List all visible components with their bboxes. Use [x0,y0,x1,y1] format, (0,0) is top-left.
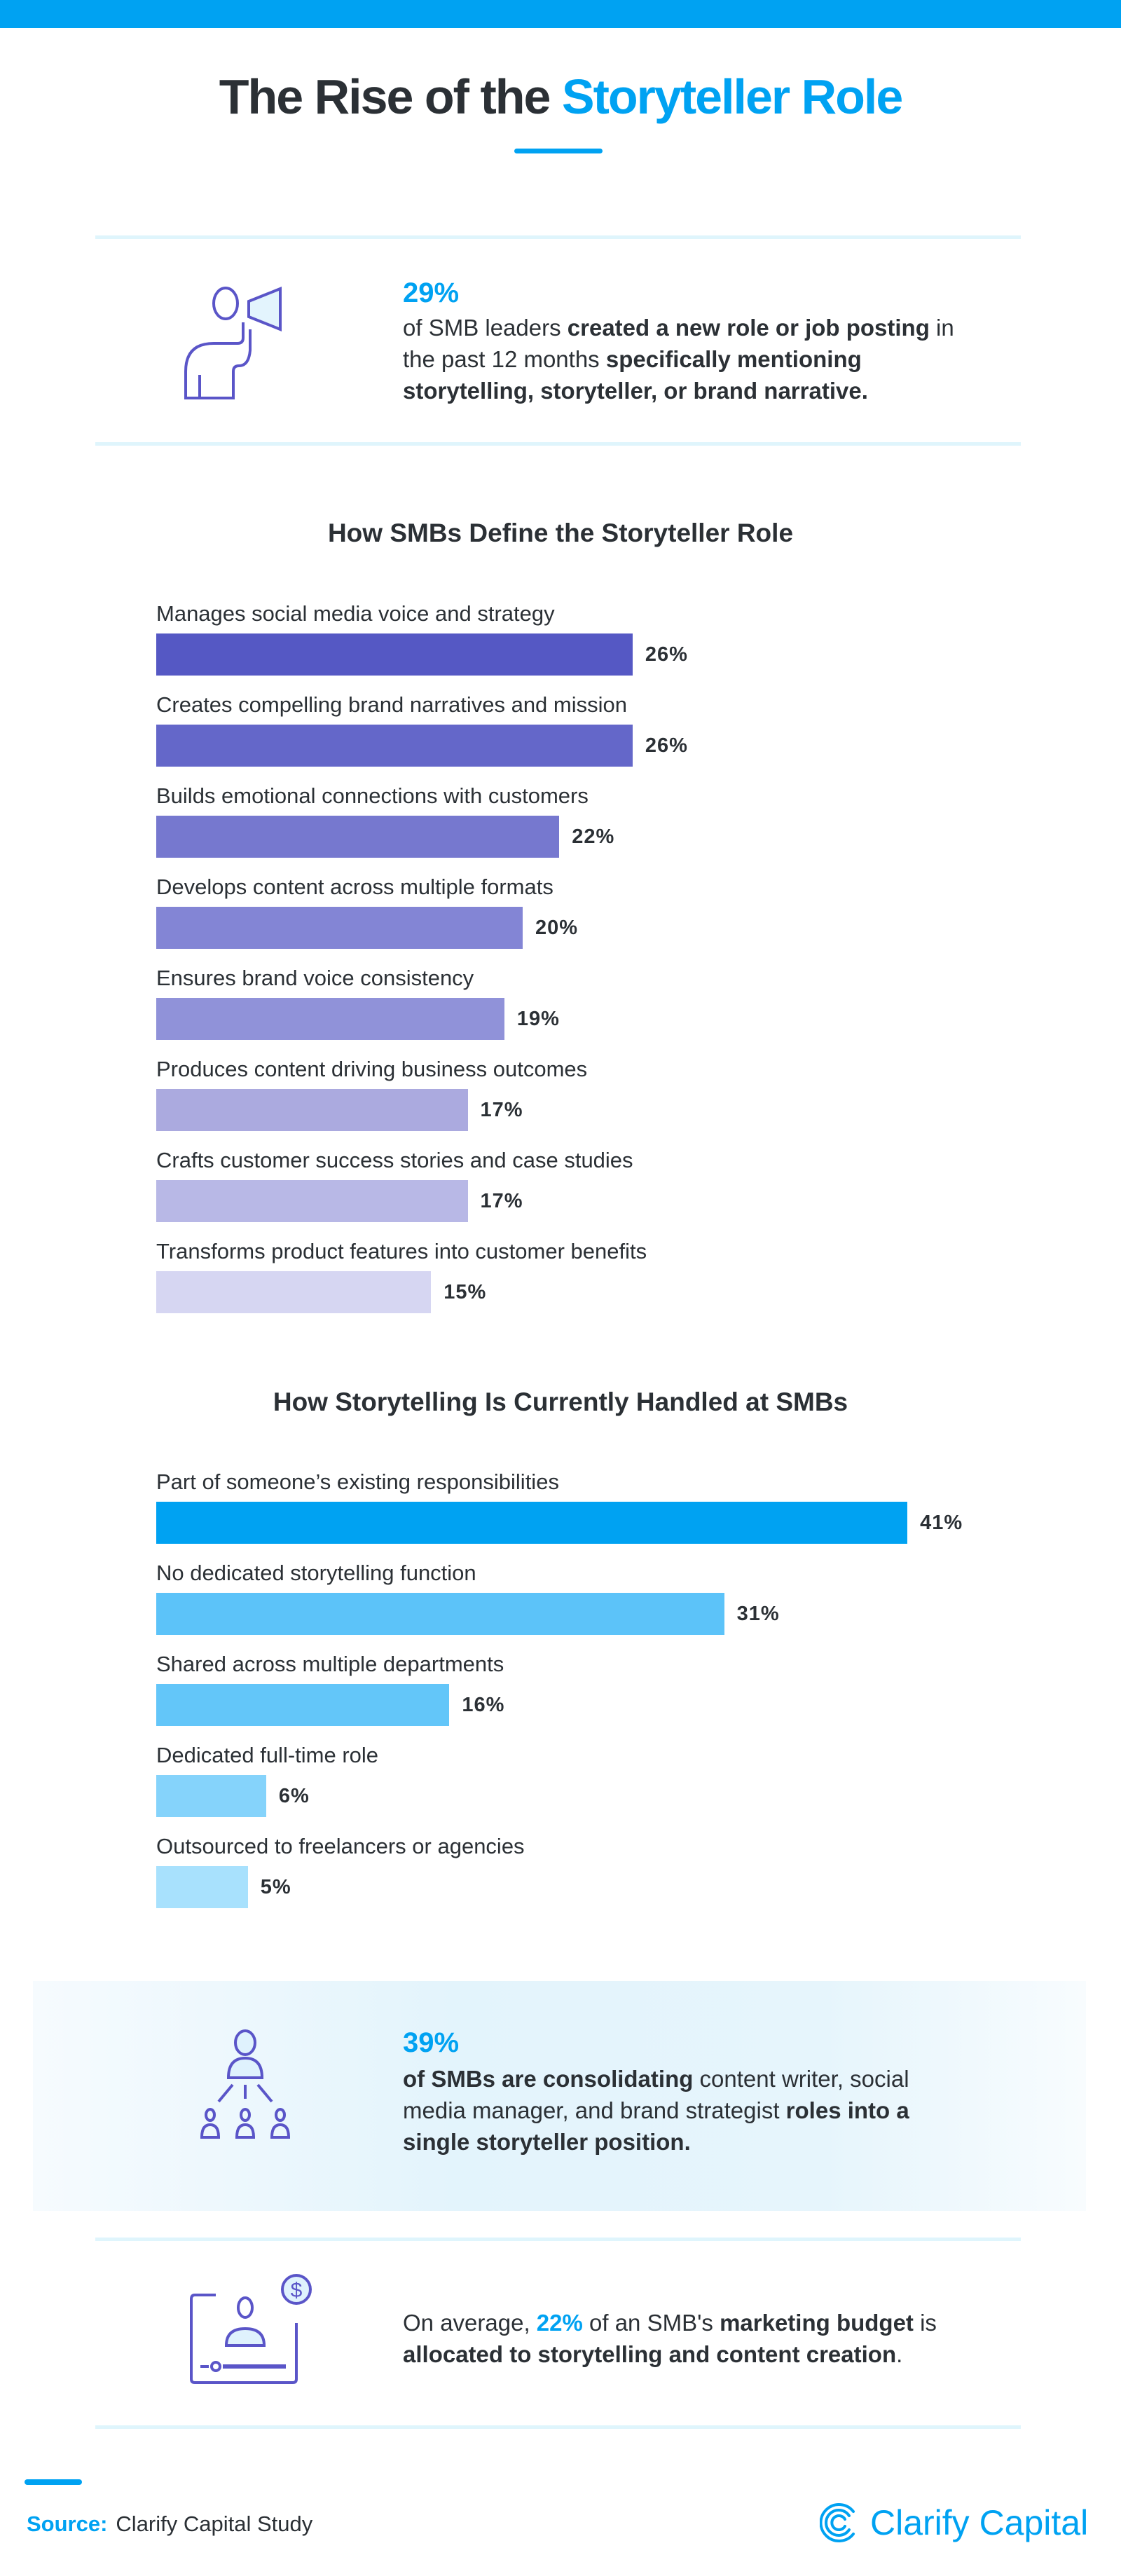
clarify-capital-logo: Clarify Capital [820,2502,1088,2544]
source-accent-bar [25,2479,82,2485]
bar-label: Builds emotional connections with custom… [156,783,589,808]
divider [95,235,1021,239]
bar-value-label: 5% [260,1876,291,1898]
top-accent-bar [0,0,1121,28]
svg-text:$: $ [291,2279,303,2302]
org-hierarchy-icon [200,2029,291,2139]
divider [95,2238,1021,2241]
bar-label: Produces content driving business outcom… [156,1057,588,1081]
bar-value-label: 16% [462,1694,505,1716]
bar-value-label: 26% [645,643,688,666]
bar-value-label: 15% [443,1281,487,1303]
bar-label: Dedicated full-time role [156,1743,379,1767]
stat-value: 29% [403,278,460,308]
chart1-bars: Manages social media voice and strategy 2… [0,601,1121,1337]
title-underline [514,149,603,153]
bar-label: Shared across multiple departments [156,1652,504,1676]
page-title: The Rise of the Storyteller Role [219,69,904,124]
source-citation: Source: Clarify Capital Study [27,2512,313,2536]
bar [156,907,523,949]
bar [156,1593,724,1635]
stat-value: 39% [403,2027,460,2058]
megaphone-person-icon [184,287,282,399]
bar [156,1775,266,1817]
bar [156,1866,248,1908]
bar [156,1089,468,1131]
stat-39-block: 39% of SMBs are consolidating content wr… [403,2027,956,2158]
bar [156,1684,450,1726]
bar [156,725,633,767]
bar-label: Ensures brand voice consistency [156,966,474,990]
bar [156,816,560,858]
bar [156,998,504,1040]
bar [156,1271,432,1313]
bar [156,1180,468,1222]
bar-label: Develops content across multiple formats [156,875,553,899]
bar [156,1502,908,1544]
bar-value-label: 22% [572,825,615,848]
logo-text: Clarify Capital [870,2503,1089,2542]
bar-value-label: 31% [736,1603,780,1625]
budget-dollar-icon: $ [190,2274,312,2384]
chart2-bars: Part of someone’s existing responsibilit… [0,1469,1121,1932]
bar-value-label: 26% [645,734,688,757]
bar-value-label: 20% [535,917,579,939]
bar-value-label: 6% [278,1785,310,1807]
bar-label: Creates compelling brand narratives and … [156,692,627,717]
bar-label: Outsourced to freelancers or agencies [156,1834,525,1858]
bar-label: Crafts customer success stories and case… [156,1148,633,1172]
divider [95,442,1021,446]
chart2-title: How Storytelling Is Currently Handled at… [273,1388,848,1416]
logo-mark-icon [820,2503,855,2542]
chart1-title: How SMBs Define the Storyteller Role [327,519,794,547]
bar-label: Part of someone’s existing responsibilit… [156,1469,559,1494]
bar-label: Transforms product features into custome… [156,1239,647,1263]
stat-39-panel [33,1981,1086,2211]
stat-29-block: 29% of SMB leaders created a new role or… [403,278,977,406]
stat-budget-text: On average, 22% of an SMB's marketing bu… [403,2310,937,2367]
stat-description: of SMBs are consolidating content writer… [403,2066,909,2155]
bar-value-label: 19% [516,1008,560,1030]
bar-value-label: 41% [920,1512,963,1534]
bar-value-label: 17% [480,1099,523,1121]
bar-value-label: 17% [480,1190,523,1212]
divider [95,2425,1021,2429]
bar [156,633,633,676]
bar-label: No dedicated storytelling function [156,1561,476,1585]
bar-label: Manages social media voice and strategy [156,601,555,626]
stat-description: of SMB leaders created a new role or job… [403,315,954,404]
